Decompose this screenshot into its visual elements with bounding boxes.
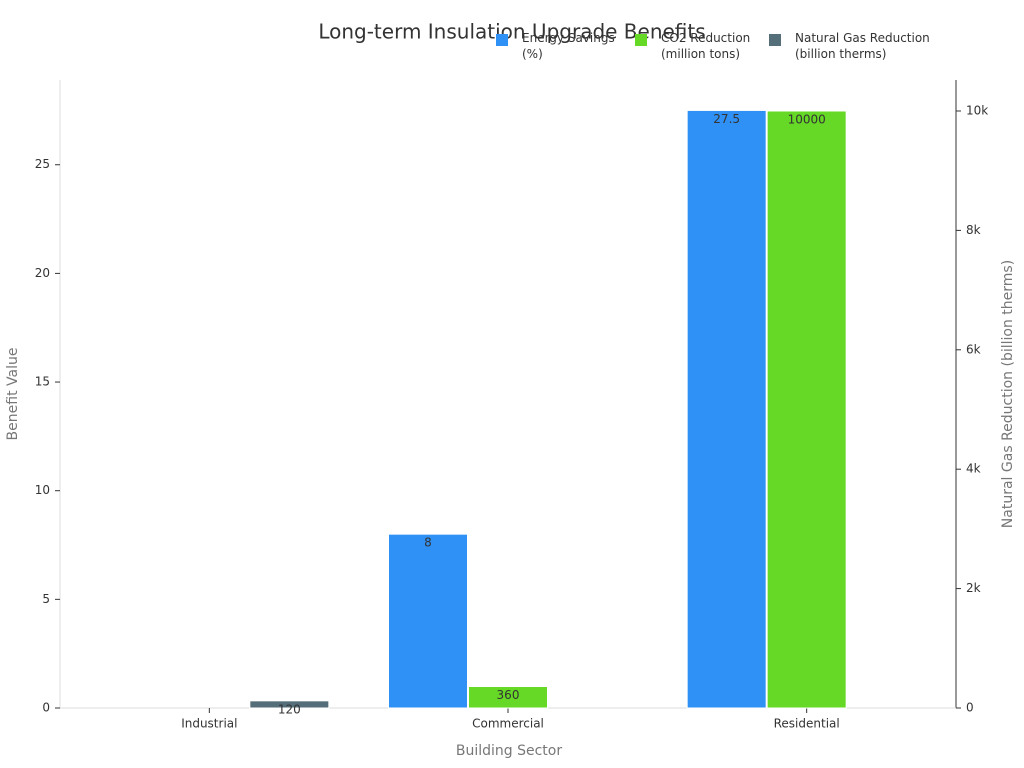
legend-swatch [635,34,647,46]
legend-swatch [496,34,508,46]
legend-item: CO2 Reduction (million tons) [635,30,761,62]
bar [468,686,548,709]
legend-label: Energy Savings (%) [522,31,615,61]
y-tick-label: 20 [35,266,50,280]
y-tick-label: 10 [35,483,50,497]
bar [686,109,767,709]
y2-tick-label: 4k [966,462,981,476]
legend-swatch [769,34,781,46]
value-label: 27.5 [713,112,740,126]
y2-tick-label: 2k [966,581,981,595]
y-axis-title: Benefit Value [5,348,21,441]
y2-tick-label: 10k [966,103,988,117]
y-tick-label: 0 [42,701,50,715]
y-tick-label: 15 [35,375,50,389]
y-tick-label: 5 [42,592,50,606]
value-label: 120 [278,702,301,716]
bar [766,110,847,709]
legend-label: Natural Gas Reduction (billion therms) [795,31,930,61]
value-label: 360 [497,688,520,702]
bar [249,700,330,709]
bar [388,533,468,709]
legend-item: Energy Savings (%) [496,30,622,62]
y2-tick-label: 6k [966,342,981,356]
x-tick-label: Commercial [472,717,544,731]
value-label: 10000 [788,112,826,126]
x-tick-label: Industrial [181,717,237,731]
legend-item: Natural Gas Reduction (billion therms) [769,30,970,62]
y2-tick-label: 8k [966,223,981,237]
legend-label: CO2 Reduction (million tons) [661,31,751,61]
value-label: 8 [424,536,432,550]
x-tick-label: Residential [774,717,840,731]
y2-tick-label: 0 [966,701,974,715]
x-axis-title: Building Sector [456,743,562,759]
y-tick-label: 25 [35,157,50,171]
y2-axis-title: Natural Gas Reduction (billion therms) [1000,260,1016,528]
